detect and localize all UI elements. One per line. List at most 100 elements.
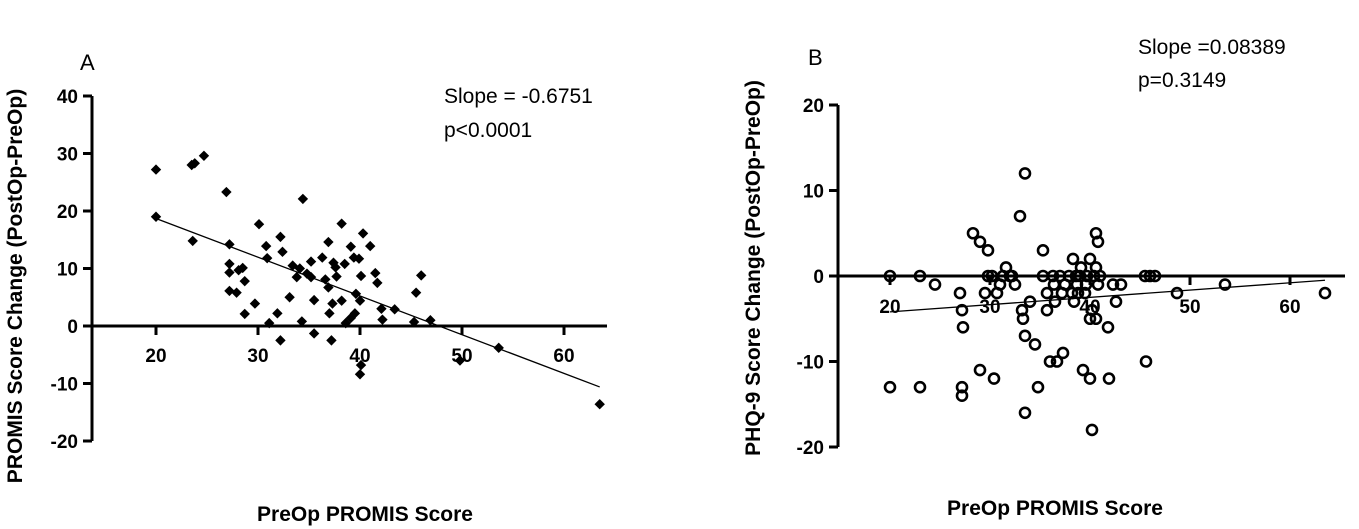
- panel-a-data-point: [357, 228, 369, 239]
- panel-a-data-point: [275, 335, 286, 346]
- panel-a-data-point: [272, 308, 283, 319]
- panel-a-data-point: [327, 298, 338, 309]
- panel-b-data-point: [973, 235, 987, 249]
- panel-a-data-points: [150, 150, 605, 410]
- panel-b-data-point: [1043, 355, 1057, 368]
- panel-b-data-point: [1139, 355, 1153, 368]
- panel-a-data-point: [261, 252, 273, 264]
- panel-b-slope-annotation: Slope =0.08389: [1138, 36, 1286, 59]
- panel-a-data-point: [224, 285, 235, 297]
- panel-a-data-point: [224, 239, 235, 250]
- panel-b-data-points: [883, 167, 1332, 437]
- panel-a-data-point: [594, 399, 605, 410]
- panel-b-data-point: [1170, 286, 1184, 300]
- panel-a-data-point: [296, 316, 308, 327]
- panel-a-data-point: [376, 303, 387, 314]
- panel-a-y-axis-title: PROMIS Score Change (PostOp-PreOp): [4, 89, 27, 483]
- panel-a-data-point: [297, 193, 309, 205]
- panel-a-data-point: [237, 262, 248, 274]
- panel-a-p-annotation: p<0.0001: [444, 119, 532, 142]
- panel-b-data-point: [1083, 372, 1097, 385]
- panel-a-data-point: [324, 308, 335, 319]
- panel-a-y-tick-label: 30: [57, 145, 78, 166]
- panel-b-data-point: [1036, 244, 1050, 257]
- panel-a-data-point: [425, 315, 436, 326]
- panel-a-y-tick-label: 0: [67, 317, 78, 338]
- panel-b-data-point: [1085, 423, 1099, 437]
- panel-a-data-point: [317, 252, 328, 263]
- panel-a-data-point: [336, 295, 347, 306]
- panel-b-data-point: [978, 286, 992, 300]
- panel-a-data-point: [323, 282, 334, 293]
- panel-b-data-point: [1015, 303, 1029, 317]
- panel-a-data-point: [305, 271, 317, 283]
- panel-b-data-point: [966, 226, 980, 240]
- panel-a-data-point: [277, 246, 288, 258]
- panel-b-data-point: [1148, 269, 1162, 283]
- panel-a-slope-annotation: Slope = -0.6751: [444, 85, 593, 108]
- panel-a-data-point: [150, 211, 162, 222]
- panel-a-data-point: [308, 328, 320, 339]
- panel-a-data-point: [320, 274, 331, 285]
- panel-a-data-point: [260, 240, 272, 252]
- panel-a-data-point: [239, 275, 250, 287]
- panel-a-x-axis-title: PreOp PROMIS Score: [257, 503, 473, 526]
- panel-a-data-point: [305, 256, 317, 267]
- panel-a-data-point: [323, 236, 334, 248]
- panel-b-x-axis-title: PreOp PROMIS Score: [947, 497, 1163, 520]
- panel-b-data-point: [1040, 303, 1054, 317]
- panel-b-data-point: [1050, 355, 1064, 368]
- panel-a-data-point: [249, 298, 261, 309]
- panel-b-data-point: [1028, 338, 1042, 351]
- panel-a-data-point: [224, 267, 235, 278]
- panel-b-data-point: [953, 286, 967, 300]
- panel-a-data-point: [410, 287, 422, 298]
- panel-a-data-point: [345, 312, 357, 324]
- panel-a-data-point: [339, 258, 350, 270]
- panel-a-y-tick-label: -20: [51, 432, 78, 453]
- panel-b-data-point: [1091, 235, 1105, 249]
- panel-b-y-tick-label: 10: [803, 182, 824, 203]
- panel-a-data-point: [377, 314, 388, 325]
- panel-a-data-point: [189, 158, 200, 169]
- panel-b-data-point: [1048, 295, 1062, 308]
- panel-b-label: B: [808, 45, 823, 70]
- panel-a-data-point: [284, 292, 295, 303]
- panel-a-data-point: [355, 270, 367, 282]
- panel-a-data-point: [331, 271, 342, 282]
- panel-b-data-point: [883, 380, 897, 394]
- panel-b-data-point: [1056, 346, 1070, 360]
- panel-b-data-point: [1093, 269, 1107, 283]
- panel-a-data-point: [370, 267, 381, 279]
- panel-a-data-point: [239, 308, 250, 320]
- panel-a-data-point: [224, 258, 235, 270]
- panel-b-data-point: [1109, 295, 1123, 308]
- panel-b-y-tick-label: 20: [803, 96, 824, 117]
- panel-b-data-point: [1018, 167, 1032, 180]
- panel-a-data-point: [264, 317, 275, 329]
- panel-a-y-tick-label: -10: [51, 375, 78, 396]
- panel-a-x-tick-label: 60: [553, 346, 574, 367]
- panel-a-data-point: [365, 240, 376, 252]
- panel-a-data-point: [354, 295, 366, 306]
- panel-b-y-tick-label: -10: [797, 353, 824, 374]
- panel-a-data-point: [198, 150, 210, 161]
- panel-b-data-point: [1083, 252, 1097, 266]
- panel-a-data-point: [336, 218, 347, 229]
- panel-b-x-tick-label: 50: [1179, 297, 1200, 318]
- panel-a-data-point: [275, 231, 286, 243]
- panel-b-data-point: [1080, 269, 1094, 283]
- panel-b-data-point: [1089, 312, 1103, 326]
- panel-b-data-point: [1102, 372, 1116, 385]
- panel-a-data-point: [253, 219, 265, 230]
- panel-b-data-point: [1066, 252, 1080, 266]
- panel-a-data-point: [389, 304, 400, 315]
- panel-b-x-tick-label: 30: [979, 297, 1000, 318]
- panel-b-data-point: [1023, 295, 1037, 308]
- panel-b-data-point: [1013, 209, 1027, 223]
- panel-a-data-point: [355, 359, 367, 371]
- panel-a-data-point: [350, 288, 362, 299]
- panel-a-data-point: [221, 186, 232, 198]
- panel-a-data-point: [326, 335, 337, 346]
